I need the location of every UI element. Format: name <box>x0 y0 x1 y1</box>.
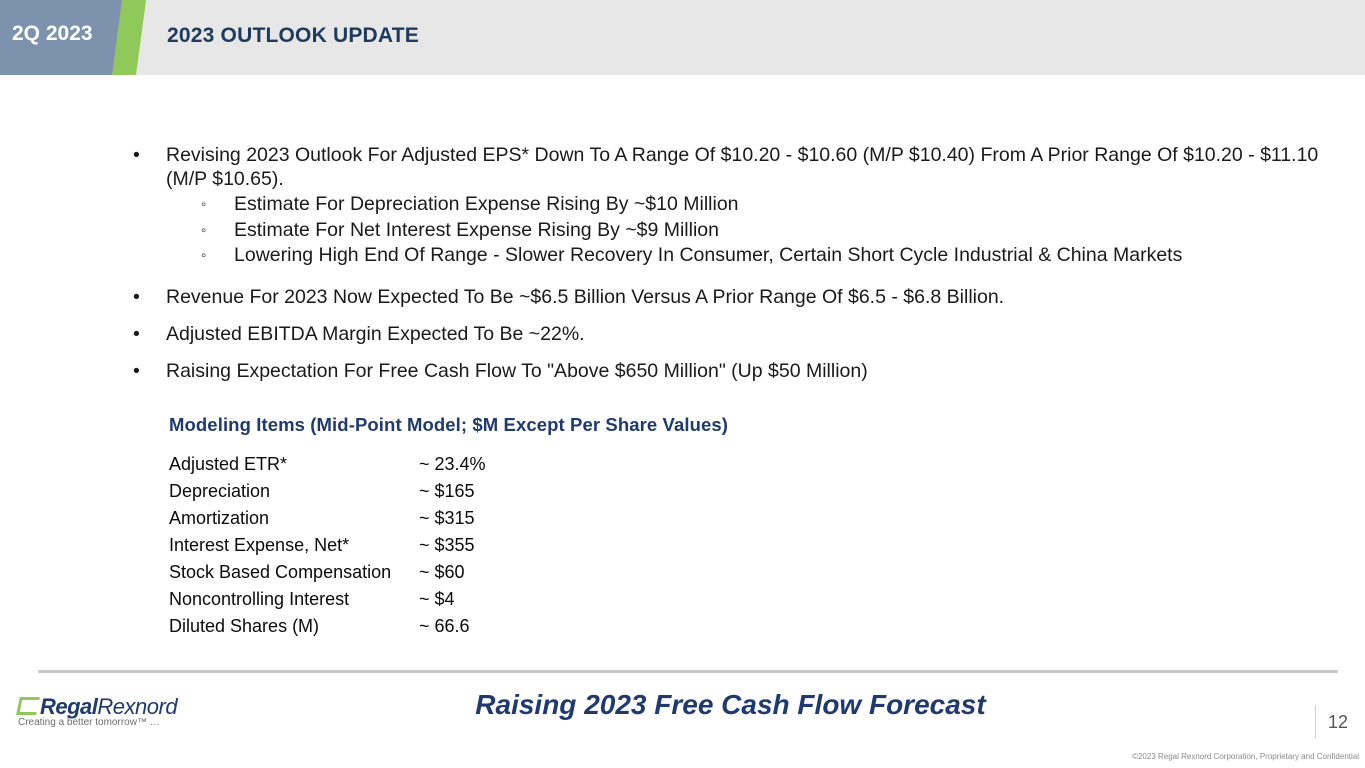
sub-bullet-text: Estimate For Net Interest Expense Rising… <box>234 218 719 241</box>
copyright-notice: ©2023 Regal Rexnord Corporation, Proprie… <box>1132 752 1359 761</box>
sub-bullet-depreciation: ◦ Estimate For Depreciation Expense Risi… <box>133 192 1323 218</box>
row-label: Diluted Shares (M) <box>169 616 320 636</box>
table-row: Depreciation ~ $165 <box>169 481 569 508</box>
table-row: Amortization ~ $315 <box>169 508 569 535</box>
quarter-label: 2Q 2023 <box>12 22 93 45</box>
row-value: ~ $355 <box>419 535 475 555</box>
bullet-free-cash-flow: • Raising Expectation For Free Cash Flow… <box>133 359 1323 383</box>
logo-tagline: Creating a better tomorrow™ … <box>18 717 160 728</box>
sub-bullet-circle-icon: ◦ <box>201 247 207 264</box>
row-value: ~ $315 <box>419 508 475 528</box>
row-label: Amortization <box>169 508 270 528</box>
row-label: Noncontrolling Interest <box>169 589 350 609</box>
sub-bullet-list: ◦ Estimate For Depreciation Expense Risi… <box>133 192 1323 269</box>
footer-headline: Raising 2023 Free Cash Flow Forecast <box>475 689 986 720</box>
bullet-text: Raising Expectation For Free Cash Flow T… <box>166 359 868 382</box>
bullet-dot-icon: • <box>133 285 140 308</box>
bullet-dot-icon: • <box>133 322 140 345</box>
row-value: ~ $60 <box>419 562 465 582</box>
logo-text-regal: Regal <box>40 694 98 719</box>
logo-text-rexnord: Rexnord <box>97 694 178 719</box>
table-row: Interest Expense, Net* ~ $355 <box>169 535 569 562</box>
row-label: Depreciation <box>169 481 271 501</box>
company-logo: RegalRexnord <box>16 694 178 720</box>
table-row: Stock Based Compensation ~ $60 <box>169 562 569 589</box>
row-value: ~ 23.4% <box>419 454 486 474</box>
modeling-items-table: Modeling Items (Mid-Point Model; $M Exce… <box>169 414 729 636</box>
header-band: 2Q 2023 2023 OUTLOOK UPDATE <box>0 0 1365 75</box>
row-label: Stock Based Compensation <box>169 562 392 582</box>
sub-bullet-circle-icon: ◦ <box>201 196 207 213</box>
table-row: Diluted Shares (M) ~ 66.6 <box>169 616 569 643</box>
sub-bullet-text: Lowering High End Of Range - Slower Reco… <box>234 244 1183 266</box>
sub-bullet-interest: ◦ Estimate For Net Interest Expense Risi… <box>133 218 1323 244</box>
sub-bullet-high-end: ◦ Lowering High End Of Range - Slower Re… <box>133 243 1323 269</box>
sub-bullet-text: Estimate For Depreciation Expense Rising… <box>234 193 739 215</box>
table-row: Noncontrolling Interest ~ $4 <box>169 589 569 616</box>
bullet-revenue: • Revenue For 2023 Now Expected To Be ~$… <box>133 285 1323 309</box>
page-number: 12 <box>1328 712 1349 732</box>
row-label: Interest Expense, Net* <box>169 535 350 555</box>
bullet-dot-icon: • <box>133 144 140 166</box>
bullet-ebitda: • Adjusted EBITDA Margin Expected To Be … <box>133 322 1323 346</box>
bullet-eps-outlook: • Revising 2023 Outlook For Adjusted EPS… <box>133 143 1323 191</box>
quarter-tab <box>0 0 122 75</box>
bullet-dot-icon: • <box>133 359 140 382</box>
row-value: ~ 66.6 <box>419 616 470 636</box>
row-label: Adjusted ETR* <box>169 454 288 474</box>
bullet-text: Revising 2023 Outlook For Adjusted EPS* … <box>166 144 1319 190</box>
footer-divider <box>38 670 1338 673</box>
bullet-text: Revenue For 2023 Now Expected To Be ~$6.… <box>166 285 1005 308</box>
table-row: Adjusted ETR* ~ 23.4% <box>169 454 569 481</box>
bullet-text: Adjusted EBITDA Margin Expected To Be ~2… <box>166 322 585 345</box>
bullet-list: • Revising 2023 Outlook For Adjusted EPS… <box>133 143 1323 383</box>
page-number-divider <box>1315 705 1316 739</box>
row-value: ~ $165 <box>419 481 475 501</box>
modeling-rows: Adjusted ETR* ~ 23.4% Depreciation ~ $16… <box>169 454 569 643</box>
modeling-items-title: Modeling Items (Mid-Point Model; $M Exce… <box>169 414 729 435</box>
slide-title: 2023 OUTLOOK UPDATE <box>167 24 419 47</box>
sub-bullet-circle-icon: ◦ <box>201 221 207 239</box>
row-value: ~ $4 <box>419 589 455 609</box>
